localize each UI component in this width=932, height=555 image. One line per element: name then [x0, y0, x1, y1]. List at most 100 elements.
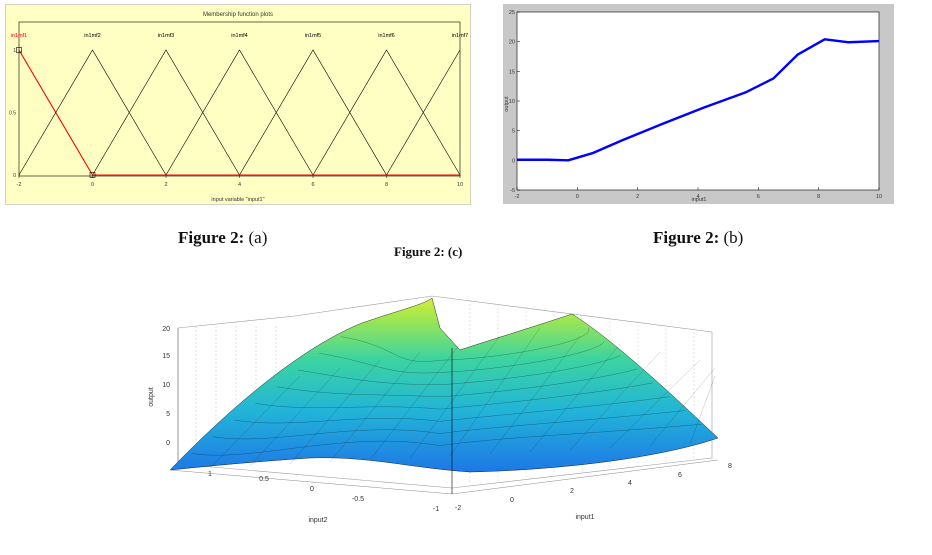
y-tick-label: 20 — [509, 40, 515, 46]
mf-handle — [16, 47, 22, 53]
mesh-line — [569, 351, 661, 451]
floor-edge — [451, 459, 719, 495]
y-tick-label: -5 — [510, 188, 515, 194]
mesh-line — [449, 327, 541, 457]
x-tick-label: 4 — [238, 182, 241, 188]
mesh-line — [689, 375, 716, 445]
y-tick-label: 10 — [509, 99, 515, 105]
z-tick-label: 10 — [162, 382, 170, 389]
mesh-line — [212, 410, 686, 440]
x-tick-label: 2 — [164, 182, 167, 188]
x-tick-label: 0 — [91, 182, 94, 188]
output-curve-plot: output input1 -2 0 2 4 6 8 10 -5 0 5 10 15 20 25 — [503, 4, 894, 204]
mf-label-in1mf3: in1mf3 — [158, 33, 175, 39]
x-tick-label: 6 — [757, 194, 760, 200]
z-tick-label: 15 — [162, 353, 170, 360]
z-tick-label: 5 — [166, 411, 170, 418]
membership-curve-in1mf5 — [239, 49, 387, 176]
x-tick-label: 10 — [876, 194, 882, 200]
x-tick-label: -2 — [515, 194, 520, 200]
x-tick-label: 2 — [636, 194, 639, 200]
membership-curve-in1mf6 — [312, 49, 461, 176]
y-tick-label: 0 — [13, 173, 16, 179]
figure-panel-b: output input1 -2 0 2 4 6 8 10 -5 0 5 10 15 20 25 — [503, 4, 894, 204]
y-tick-label: 15 — [509, 69, 515, 75]
caption-b-label: Figure 2: — [653, 228, 720, 247]
mf-label-in1mf5: in1mf5 — [305, 33, 322, 39]
mf-label-in1mf4: in1mf4 — [231, 33, 248, 39]
mesh-line — [329, 351, 421, 463]
mesh-line — [255, 382, 654, 410]
caption-b: Figure 2: (b) — [653, 228, 743, 248]
membership-curve-in1mf4 — [165, 49, 314, 176]
x-axis-label: input1 — [692, 197, 707, 203]
z-tick-label: 0 — [166, 440, 170, 447]
caption-a: Figure 2: (a) — [178, 228, 267, 248]
x-tick-label: 2 — [570, 488, 574, 495]
surface-plot: 0 5 10 15 20 -1 -0.5 0 0.5 1 -2 0 2 4 6 8 output input2… — [148, 295, 732, 524]
x-tick-label: 4 — [628, 480, 632, 487]
x-tick-label: 6 — [678, 472, 682, 479]
caption-a-suffix: (a) — [244, 228, 268, 247]
x-axis-label: input variable "input1" — [211, 197, 264, 203]
plot-background — [6, 5, 470, 204]
z-tick-label: 20 — [162, 326, 170, 333]
mesh-line — [649, 367, 716, 447]
y-tick-label: 0.5 — [259, 476, 269, 483]
mesh-line — [191, 424, 702, 456]
mf-label-in1mf6: in1mf6 — [378, 33, 395, 39]
x-tick-label: 10 — [457, 182, 463, 188]
mesh-line — [276, 368, 637, 398]
mf-label-in1mf7: in1mf7 — [452, 33, 469, 39]
x-tick-label: 8 — [385, 182, 388, 188]
mesh-line — [489, 335, 581, 455]
mesh-line — [340, 327, 589, 362]
membership-curve-in1mf3 — [92, 49, 240, 176]
mesh-line — [409, 335, 501, 459]
caption-c: Figure 2: (c) — [394, 244, 463, 259]
mesh-line — [297, 355, 621, 385]
y-axis-label: input2 — [308, 517, 327, 524]
x-tick-label: -2 — [17, 182, 22, 188]
y-tick-label: -0.5 — [352, 496, 364, 503]
z-axis-label: output — [148, 387, 155, 407]
y-tick-label: 0 — [512, 158, 515, 164]
mf-label-in1mf1: in1mf1 — [11, 33, 28, 39]
figure-panel-a: Membership function plots input variable… — [5, 4, 471, 205]
mesh-line — [289, 359, 381, 465]
x-tick-label: 0 — [576, 194, 579, 200]
mesh-line — [209, 375, 301, 469]
figure-panel-c: 0 5 10 15 20 -1 -0.5 0 0.5 1 -2 0 2 4 6 8 output input2… — [140, 288, 740, 550]
y-tick-label: 1 — [208, 471, 212, 478]
mesh-line — [319, 341, 605, 374]
floor-edge — [169, 469, 453, 495]
y-tick-label: 25 — [509, 10, 515, 16]
y-tick-label: 0.5 — [9, 111, 16, 117]
mesh-line — [369, 343, 461, 461]
y-tick-label: 1 — [13, 48, 16, 54]
mesh-line — [529, 343, 621, 453]
mesh-line — [249, 367, 341, 467]
x-tick-label: 8 — [728, 463, 732, 470]
x-tick-label: 0 — [510, 497, 514, 504]
x-axis-label: input1 — [575, 514, 594, 521]
axes-box — [177, 295, 713, 489]
membership-curve-in1mf7 — [386, 49, 461, 176]
mesh-line — [233, 396, 670, 424]
mesh-line — [609, 359, 701, 449]
membership-curve-in1mf2 — [18, 49, 167, 176]
output-line — [517, 38, 880, 162]
caption-b-suffix: (b) — [719, 228, 744, 247]
surface-mesh — [191, 327, 716, 469]
x-tick-label: 8 — [817, 194, 820, 200]
x-tick-label: 4 — [696, 194, 699, 200]
caption-a-label: Figure 2: — [178, 228, 245, 247]
mf-label-in1mf2: in1mf2 — [84, 33, 101, 39]
y-tick-label: 5 — [512, 129, 515, 135]
chart-title: Membership function plots — [203, 12, 273, 18]
x-tick-label: -2 — [455, 505, 461, 512]
mf-handle — [89, 172, 96, 178]
surface-fill — [169, 297, 719, 473]
membership-function-plot: Membership function plots input variable… — [5, 4, 471, 205]
x-tick-label: 6 — [311, 182, 314, 188]
